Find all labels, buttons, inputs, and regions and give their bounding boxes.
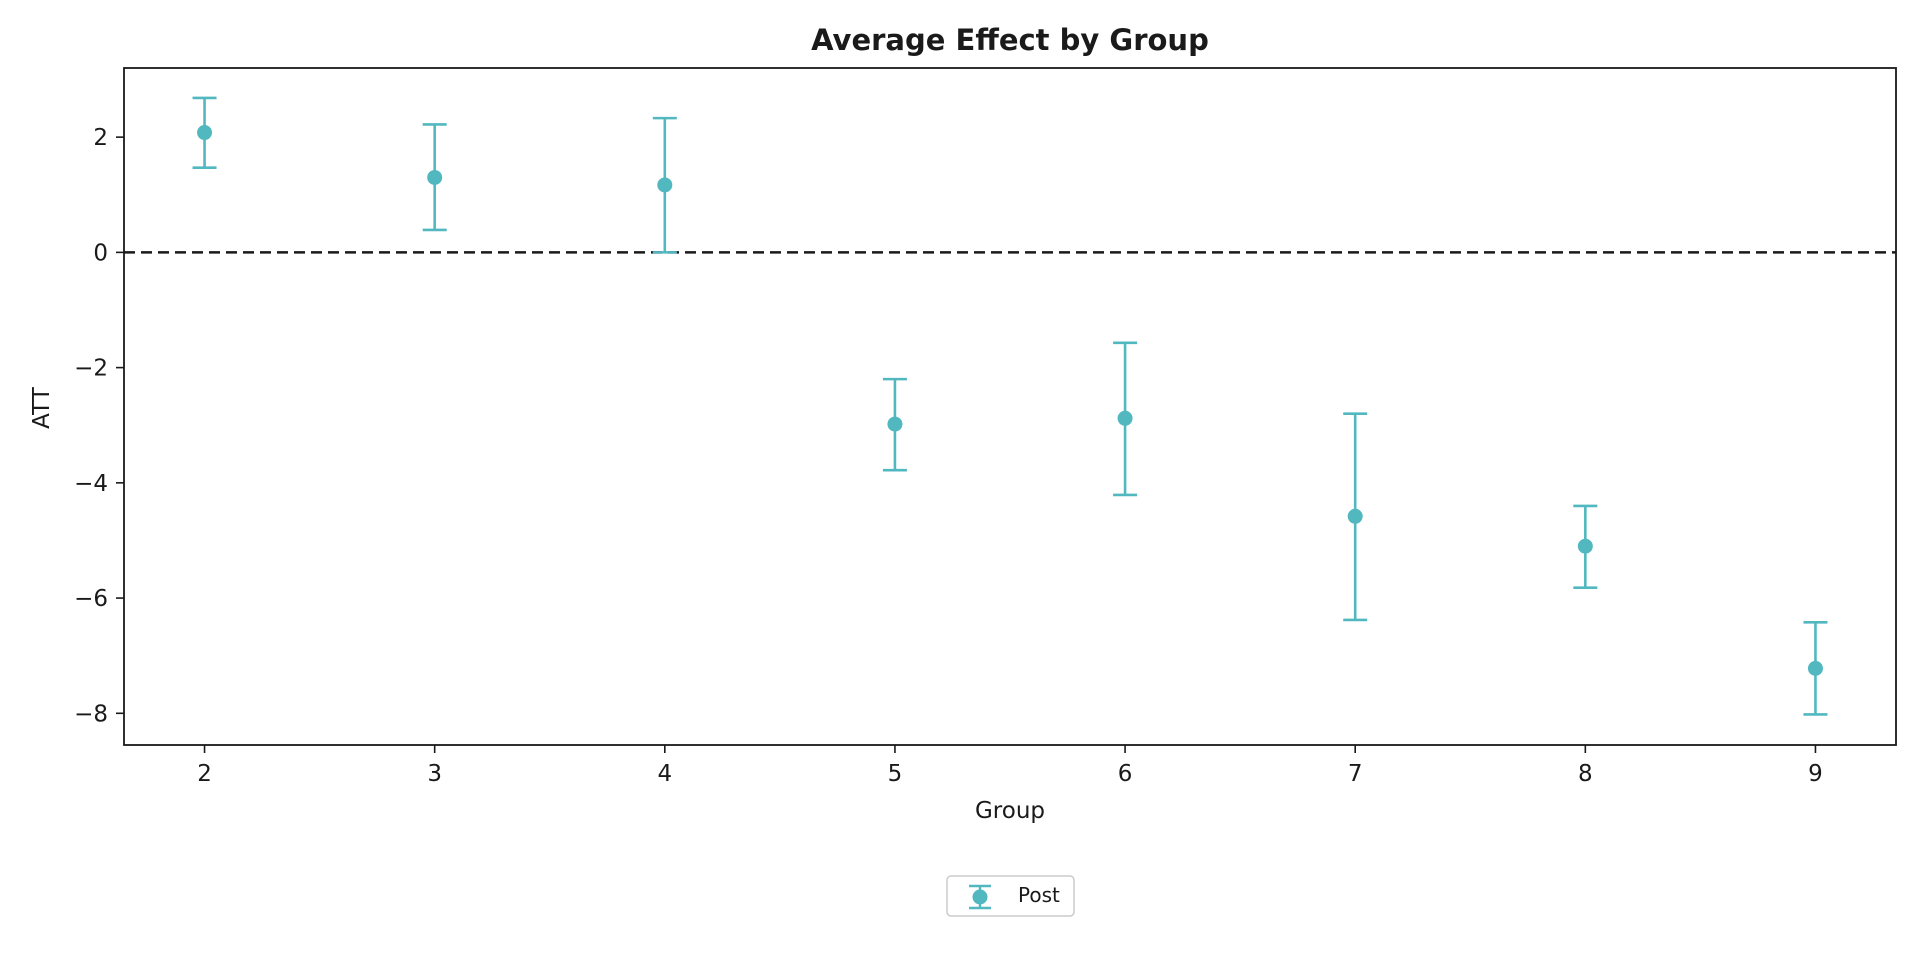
data-point [887, 416, 903, 432]
x-axis-label: Group [975, 798, 1045, 824]
x-tick-label: 4 [657, 761, 672, 787]
y-tick-label: −6 [74, 586, 108, 612]
legend: Post [946, 875, 1075, 917]
x-tick-label: 9 [1808, 761, 1823, 787]
data-point [1577, 538, 1593, 554]
y-tick-label: 2 [93, 125, 108, 151]
y-tick-label: 0 [93, 240, 108, 266]
legend-label-post: Post [1018, 883, 1060, 907]
y-tick-label: −2 [74, 356, 108, 382]
plot-area: 2 3 4 5 6 7 8 9 2 0 −2 −4 −6 −8 [74, 67, 1897, 787]
x-tick-label: 3 [427, 761, 442, 787]
data-point [1807, 660, 1823, 676]
chart-title: Average Effect by Group [811, 23, 1209, 57]
legend-marker-post [969, 884, 991, 910]
legend-point [972, 889, 988, 905]
x-tick-label: 7 [1348, 761, 1363, 787]
y-tick-label: −8 [74, 701, 108, 727]
x-tick-label: 8 [1578, 761, 1593, 787]
data-point [1347, 508, 1363, 524]
data-point [1117, 410, 1133, 426]
data-point [427, 169, 443, 185]
data-point [197, 125, 213, 141]
x-tick-label: 6 [1118, 761, 1133, 787]
x-tick-label: 2 [197, 761, 212, 787]
y-axis-label: ATT [29, 386, 55, 429]
axes-frame [123, 67, 1897, 746]
x-tick-label: 5 [888, 761, 903, 787]
data-point [657, 177, 673, 193]
y-tick-label: −4 [74, 471, 108, 497]
